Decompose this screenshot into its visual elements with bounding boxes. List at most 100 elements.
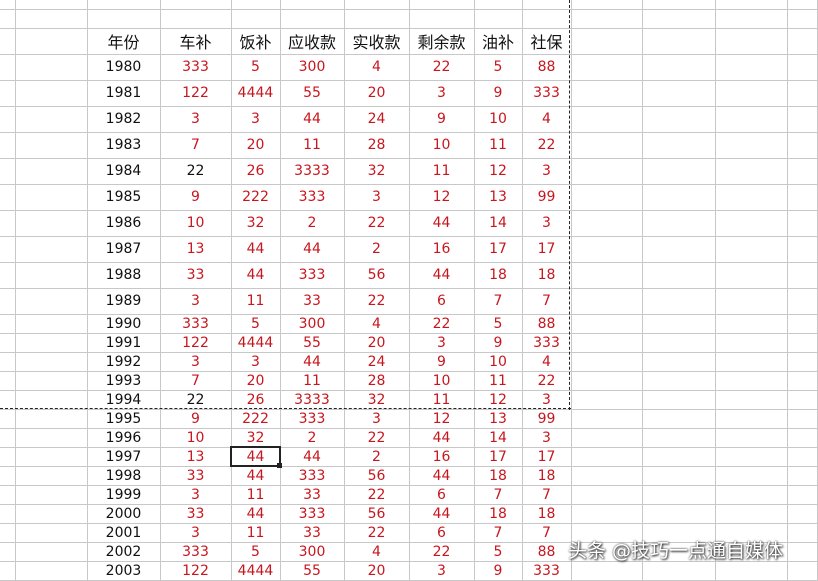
value-cell[interactable]: 4 bbox=[522, 106, 572, 133]
year-cell[interactable]: 1989 bbox=[87, 288, 161, 315]
value-cell[interactable]: 11 bbox=[409, 158, 475, 185]
value-cell[interactable]: 44 bbox=[280, 352, 345, 372]
empty-cell[interactable] bbox=[0, 158, 16, 185]
value-cell[interactable]: 9 bbox=[474, 561, 523, 581]
empty-cell[interactable] bbox=[642, 390, 716, 410]
empty-cell[interactable] bbox=[715, 28, 788, 55]
empty-cell[interactable] bbox=[642, 184, 716, 211]
empty-cell[interactable] bbox=[0, 184, 16, 211]
value-cell[interactable]: 3 bbox=[160, 352, 232, 372]
year-cell[interactable]: 2001 bbox=[87, 523, 161, 543]
empty-cell[interactable] bbox=[787, 288, 818, 315]
value-cell[interactable]: 3 bbox=[409, 80, 475, 107]
empty-cell[interactable] bbox=[715, 409, 788, 429]
value-cell[interactable]: 44 bbox=[409, 210, 475, 237]
value-cell[interactable]: 20 bbox=[344, 561, 410, 581]
value-cell[interactable]: 11 bbox=[474, 132, 523, 159]
value-cell[interactable]: 4 bbox=[344, 314, 410, 334]
value-cell[interactable]: 7 bbox=[474, 523, 523, 543]
empty-cell[interactable] bbox=[715, 504, 788, 524]
empty-cell[interactable] bbox=[787, 352, 818, 372]
empty-cell[interactable] bbox=[0, 132, 16, 159]
value-cell[interactable]: 44 bbox=[280, 106, 345, 133]
value-cell[interactable]: 122 bbox=[160, 80, 232, 107]
empty-cell[interactable] bbox=[0, 210, 16, 237]
empty-cell[interactable] bbox=[787, 447, 818, 467]
empty-cell[interactable] bbox=[787, 80, 818, 107]
value-cell[interactable]: 4444 bbox=[231, 561, 281, 581]
value-cell[interactable]: 44 bbox=[409, 262, 475, 289]
empty-cell[interactable] bbox=[787, 523, 818, 543]
value-cell[interactable]: 55 bbox=[280, 561, 345, 581]
empty-cell[interactable] bbox=[642, 409, 716, 429]
empty-cell[interactable] bbox=[571, 184, 643, 211]
empty-cell[interactable] bbox=[715, 561, 788, 581]
value-cell[interactable]: 11 bbox=[474, 371, 523, 391]
value-cell[interactable]: 88 bbox=[522, 542, 572, 562]
value-cell[interactable]: 7 bbox=[522, 523, 572, 543]
empty-cell[interactable] bbox=[522, 9, 572, 29]
empty-cell[interactable] bbox=[15, 561, 88, 581]
value-cell[interactable]: 333 bbox=[160, 314, 232, 334]
empty-cell[interactable] bbox=[15, 390, 88, 410]
value-cell[interactable]: 4 bbox=[522, 352, 572, 372]
empty-cell[interactable] bbox=[0, 409, 16, 429]
value-cell[interactable]: 9 bbox=[474, 80, 523, 107]
value-cell[interactable]: 56 bbox=[344, 504, 410, 524]
value-cell[interactable]: 3 bbox=[409, 333, 475, 353]
value-cell[interactable]: 5 bbox=[231, 314, 281, 334]
empty-cell[interactable] bbox=[715, 132, 788, 159]
value-cell[interactable]: 22 bbox=[344, 523, 410, 543]
empty-cell[interactable] bbox=[0, 428, 16, 448]
value-cell[interactable]: 44 bbox=[409, 504, 475, 524]
value-cell[interactable]: 333 bbox=[280, 466, 345, 486]
empty-cell[interactable] bbox=[15, 542, 88, 562]
value-cell[interactable]: 44 bbox=[231, 504, 281, 524]
value-cell[interactable]: 26 bbox=[231, 158, 281, 185]
empty-cell[interactable] bbox=[0, 542, 16, 562]
empty-cell[interactable] bbox=[787, 428, 818, 448]
empty-cell[interactable] bbox=[787, 371, 818, 391]
value-cell[interactable]: 18 bbox=[522, 466, 572, 486]
value-cell[interactable]: 18 bbox=[474, 262, 523, 289]
empty-cell[interactable] bbox=[0, 28, 16, 55]
value-cell[interactable]: 13 bbox=[160, 236, 232, 263]
value-cell[interactable]: 17 bbox=[474, 447, 523, 467]
value-cell[interactable]: 22 bbox=[409, 54, 475, 81]
empty-cell[interactable] bbox=[280, 9, 345, 29]
value-cell[interactable]: 22 bbox=[344, 485, 410, 505]
header-cell[interactable]: 油补 bbox=[474, 28, 523, 55]
empty-cell[interactable] bbox=[715, 262, 788, 289]
value-cell[interactable]: 2 bbox=[344, 447, 410, 467]
fill-handle[interactable] bbox=[277, 463, 282, 468]
value-cell[interactable]: 17 bbox=[474, 236, 523, 263]
empty-cell[interactable] bbox=[15, 333, 88, 353]
empty-cell[interactable] bbox=[0, 466, 16, 486]
empty-cell[interactable] bbox=[715, 158, 788, 185]
value-cell[interactable]: 4444 bbox=[231, 333, 281, 353]
year-cell[interactable]: 1990 bbox=[87, 314, 161, 334]
empty-cell[interactable] bbox=[0, 236, 16, 263]
empty-cell[interactable] bbox=[715, 288, 788, 315]
empty-cell[interactable] bbox=[15, 504, 88, 524]
value-cell[interactable]: 44 bbox=[231, 236, 281, 263]
value-cell[interactable]: 18 bbox=[522, 504, 572, 524]
empty-cell[interactable] bbox=[571, 0, 643, 10]
empty-cell[interactable] bbox=[642, 352, 716, 372]
value-cell[interactable]: 44 bbox=[409, 428, 475, 448]
year-cell[interactable]: 2000 bbox=[87, 504, 161, 524]
value-cell[interactable]: 3 bbox=[160, 288, 232, 315]
value-cell[interactable]: 9 bbox=[474, 333, 523, 353]
value-cell[interactable]: 333 bbox=[280, 504, 345, 524]
value-cell[interactable]: 11 bbox=[231, 523, 281, 543]
empty-cell[interactable] bbox=[15, 523, 88, 543]
header-cell[interactable]: 应收款 bbox=[280, 28, 345, 55]
value-cell[interactable]: 333 bbox=[280, 262, 345, 289]
empty-cell[interactable] bbox=[571, 504, 643, 524]
value-cell[interactable]: 13 bbox=[160, 447, 232, 467]
year-cell[interactable]: 1983 bbox=[87, 132, 161, 159]
value-cell[interactable]: 13 bbox=[474, 409, 523, 429]
empty-cell[interactable] bbox=[571, 466, 643, 486]
year-cell[interactable]: 2002 bbox=[87, 542, 161, 562]
value-cell[interactable]: 56 bbox=[344, 262, 410, 289]
